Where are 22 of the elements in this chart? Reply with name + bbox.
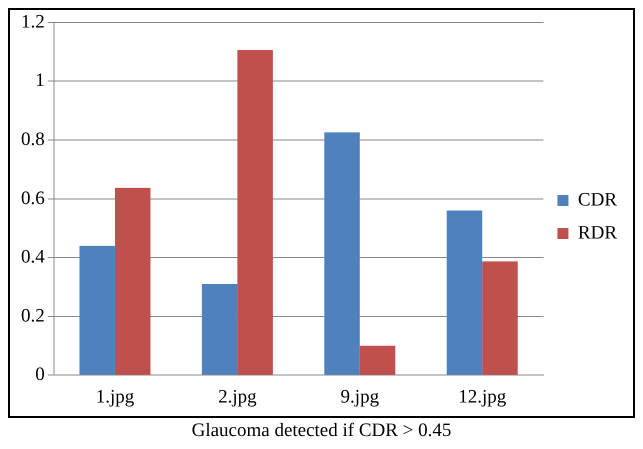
x-tick-label: 1.jpg [96, 386, 135, 408]
y-tick-label: 1 [35, 70, 45, 92]
bar [446, 210, 482, 375]
text: Glaucoma detected if CDR > 0.45 [190, 420, 452, 442]
y-tick-label: 1.2 [21, 11, 45, 32]
bar [237, 50, 273, 375]
y-tick-label: 0.4 [21, 246, 46, 268]
y-tick-label: 0.6 [21, 188, 45, 209]
bar [114, 188, 150, 375]
legend-label: RDR [578, 222, 618, 244]
x-tick-label: 9.jpg [340, 386, 380, 408]
bar [79, 246, 115, 375]
bar [202, 284, 238, 375]
y-tick-label: 0 [35, 364, 45, 386]
bar [482, 261, 518, 375]
x-tick-label: 2.jpg [218, 386, 258, 408]
y-tick-label: 0.2 [21, 305, 45, 326]
bar [360, 346, 396, 375]
y-tick-label: 0.8 [21, 128, 45, 150]
x-tick-label: 12.jpg [458, 386, 507, 408]
bar [324, 132, 360, 375]
legend-label: CDR [578, 189, 618, 210]
